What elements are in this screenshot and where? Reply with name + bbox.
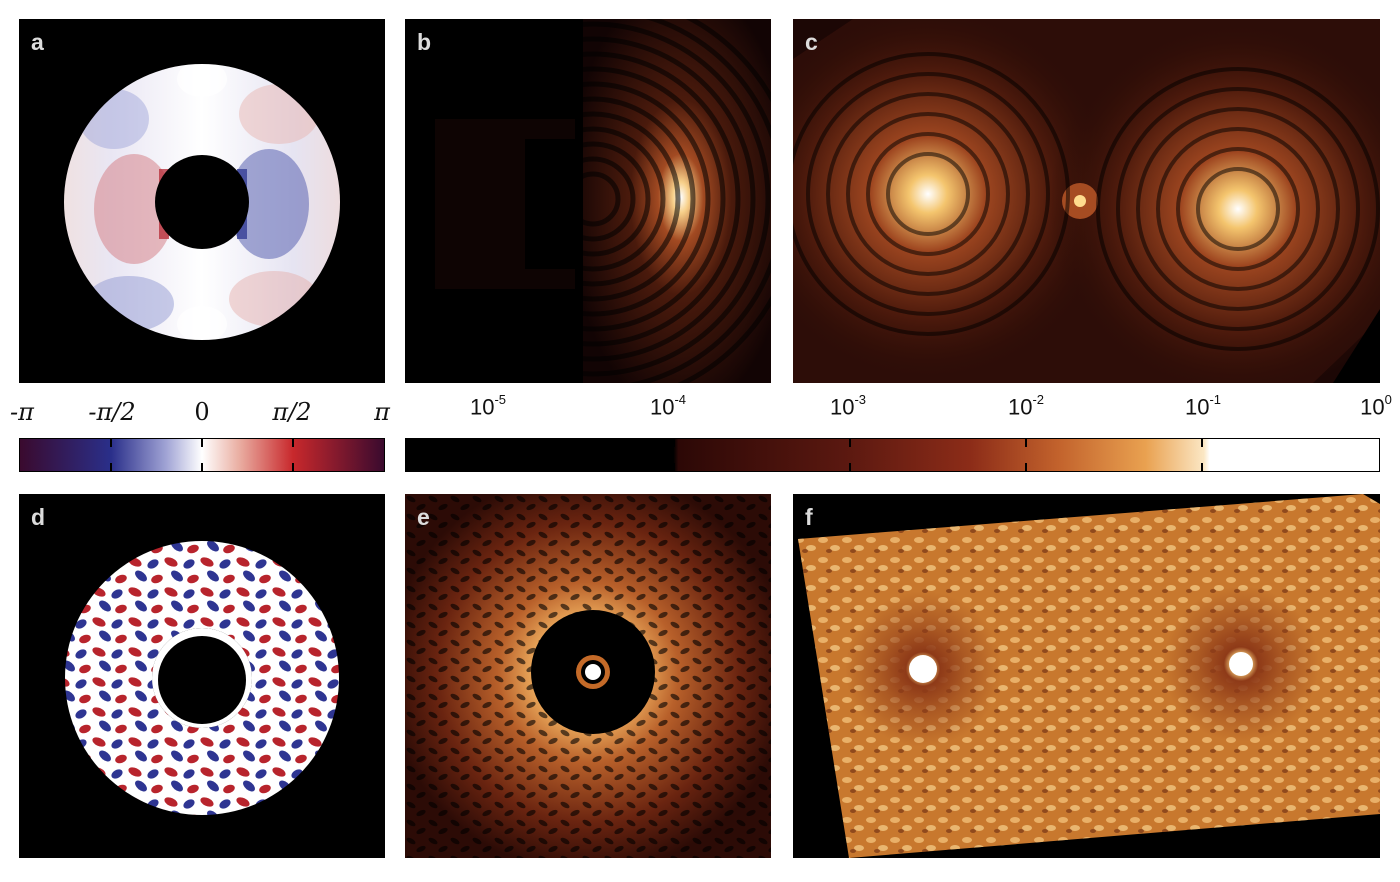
panel-e: e <box>405 494 771 858</box>
panel-label-c: c <box>805 29 818 55</box>
panel-b-image <box>435 19 771 383</box>
log-tick-label: 10-4 <box>649 392 687 420</box>
phase-tick-mark <box>201 439 203 447</box>
phase-tick-mark <box>292 439 294 447</box>
panel-d: d <box>19 494 385 858</box>
phase-tick-label: 0 <box>194 398 210 426</box>
log-tick-mark <box>1201 439 1203 447</box>
panel-d-image <box>19 494 385 858</box>
panel-a-image <box>19 19 385 383</box>
phase-tick-mark <box>110 463 112 471</box>
panel-label-e: e <box>417 504 430 530</box>
log-tick-mark <box>673 439 675 447</box>
log-tick-mark <box>1025 463 1027 471</box>
log-tick-label: 100 <box>1360 392 1392 420</box>
panel-c-image <box>793 19 1380 383</box>
panel-label-a: a <box>31 29 44 55</box>
log-tick-label: 10-5 <box>469 392 507 420</box>
phase-tick-label: -π/2 <box>88 398 136 426</box>
panel-label-b: b <box>417 29 432 55</box>
panel-label-f: f <box>805 504 813 530</box>
panel-label-d: d <box>31 504 46 530</box>
log-tick-mark <box>849 463 851 471</box>
log-tick-label: 10-3 <box>829 392 867 420</box>
log-tick-label: 10-1 <box>1184 392 1222 420</box>
phase-tick-mark <box>110 439 112 447</box>
log-tick-mark <box>673 463 675 471</box>
phase-tick-mark <box>292 463 294 471</box>
panel-f: f <box>793 494 1380 858</box>
log-tick-mark <box>1201 463 1203 471</box>
panel-b: b <box>405 19 771 383</box>
panel-e-image <box>405 494 771 858</box>
phase-tick-label: π <box>374 398 390 426</box>
log-tick-mark <box>1025 439 1027 447</box>
log-tick-label: 10-2 <box>1007 392 1045 420</box>
phase-tick-mark <box>201 463 203 471</box>
log-colorbar <box>405 438 1380 472</box>
log-tick-mark <box>849 439 851 447</box>
phase-tick-label: -π <box>10 398 34 426</box>
phase-colorbar <box>19 438 385 472</box>
panel-c: c <box>793 19 1380 383</box>
panel-f-image <box>793 494 1380 858</box>
panel-a: a <box>19 19 385 383</box>
phase-tick-label: π/2 <box>272 398 312 426</box>
